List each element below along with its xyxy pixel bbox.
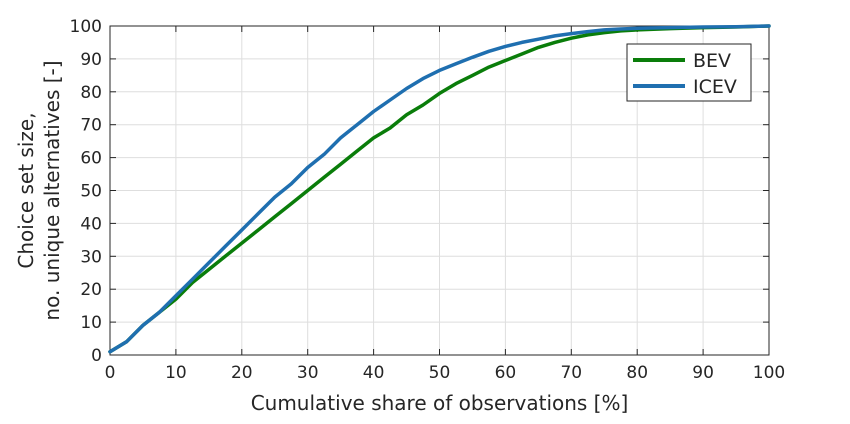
series-line-icev bbox=[108, 24, 771, 354]
legend-label-bev: BEV bbox=[693, 50, 731, 72]
x-tick-label: 80 bbox=[626, 363, 648, 383]
legend-box bbox=[626, 43, 752, 102]
y-tick-label: 80 bbox=[80, 83, 102, 103]
y-tick-label: 100 bbox=[70, 17, 102, 37]
y-axis-title-line-2: no. unique alternatives [-] bbox=[40, 60, 64, 320]
x-tick-label: 70 bbox=[560, 363, 582, 383]
y-tick-label: 30 bbox=[80, 247, 102, 267]
x-axis-title: Cumulative share of observations [%] bbox=[251, 391, 629, 415]
y-tick-label: 90 bbox=[80, 50, 102, 70]
x-tick-label: 100 bbox=[753, 363, 785, 383]
x-tick-label: 30 bbox=[297, 363, 319, 383]
x-tick-label: 0 bbox=[105, 363, 116, 383]
y-tick-label: 20 bbox=[80, 280, 102, 300]
x-tick-label: 50 bbox=[429, 363, 451, 383]
x-tick-label: 20 bbox=[231, 363, 253, 383]
y-tick-label: 60 bbox=[80, 149, 102, 169]
y-tick-label: 50 bbox=[80, 182, 102, 202]
legend: BEV ICEV bbox=[626, 43, 752, 102]
axis-ticks: 0 10 20 30 40 50 60 70 80 90 100 0 10 20 30 40 50 60 70 80 9… bbox=[70, 17, 786, 383]
x-tick-label: 90 bbox=[692, 363, 714, 383]
series-lines bbox=[108, 24, 771, 354]
x-tick-label: 10 bbox=[165, 363, 187, 383]
y-axis-title: Choice set size, no. unique alternatives… bbox=[14, 60, 64, 320]
legend-label-icev: ICEV bbox=[693, 76, 737, 98]
x-tick-label: 60 bbox=[495, 363, 517, 383]
x-tick-label: 40 bbox=[363, 363, 385, 383]
y-tick-label: 10 bbox=[80, 313, 102, 333]
y-axis-title-line-1: Choice set size, bbox=[14, 112, 38, 268]
y-tick-label: 70 bbox=[80, 116, 102, 136]
series-line-bev bbox=[108, 24, 771, 354]
y-tick-label: 0 bbox=[91, 346, 102, 366]
y-tick-label: 40 bbox=[80, 214, 102, 234]
